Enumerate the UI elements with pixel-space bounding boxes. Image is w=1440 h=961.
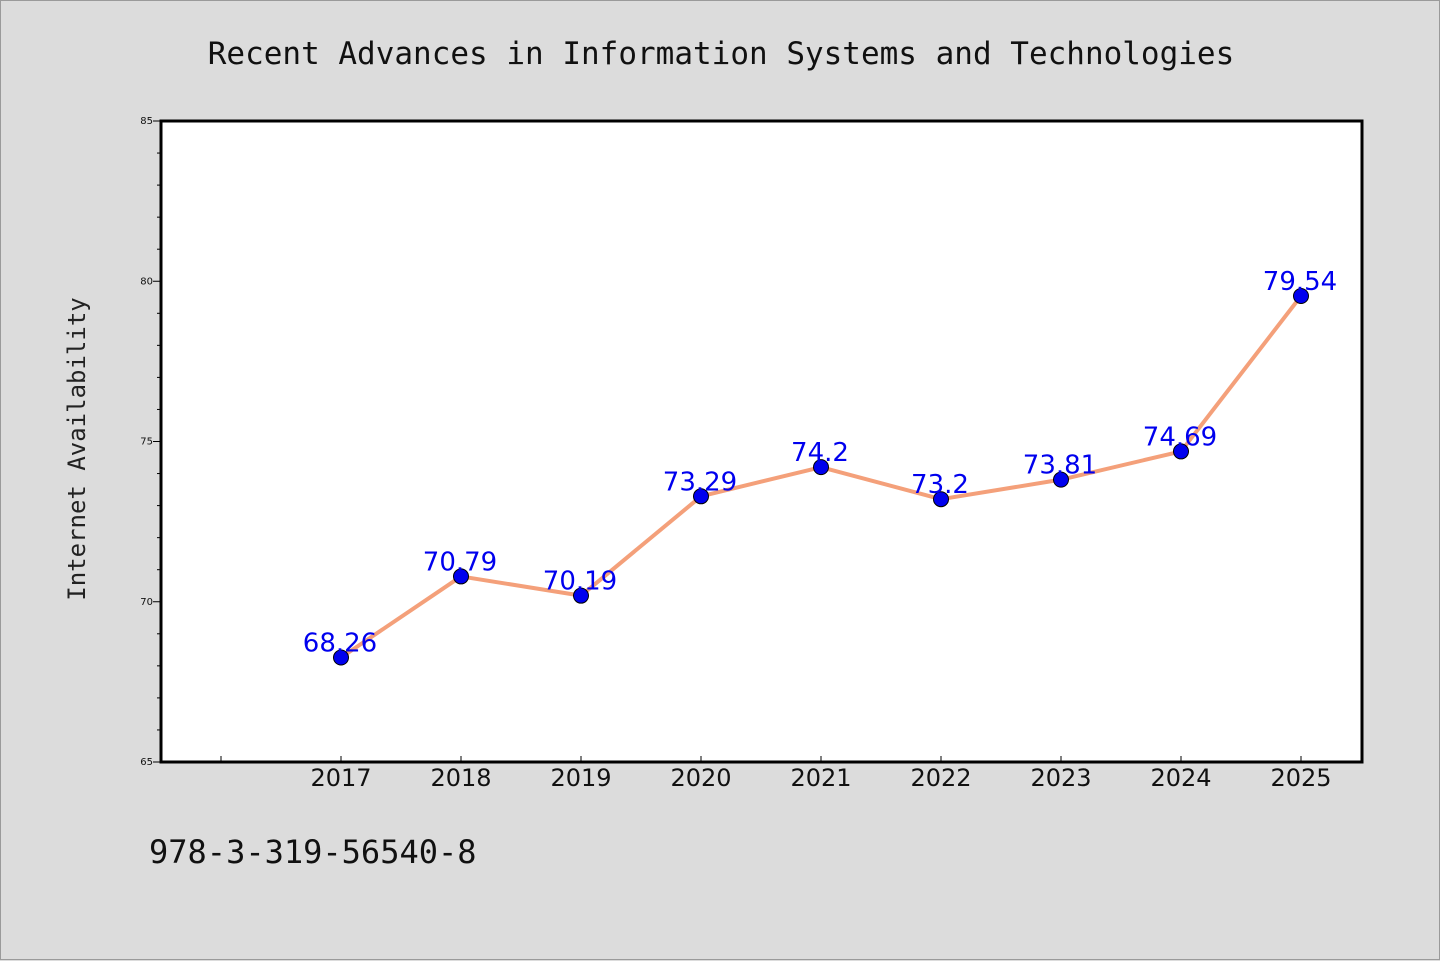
plot-area (159, 119, 1364, 764)
y-axis-label: Internet Availability (63, 297, 91, 600)
x-tick-label: 2018 (430, 764, 491, 792)
data-point (333, 649, 349, 666)
data-label: 68.26 (303, 629, 377, 659)
data-label: 79.54 (1263, 267, 1337, 297)
data-point (813, 459, 829, 476)
x-tick-label: 2022 (910, 764, 971, 792)
data-point (573, 587, 589, 604)
x-tick-label: 2024 (1150, 764, 1211, 792)
data-point (1173, 443, 1189, 460)
data-point (1293, 287, 1309, 304)
x-tick-label: 2020 (670, 764, 731, 792)
data-point (1053, 471, 1069, 488)
data-label: 73.2 (911, 470, 969, 500)
data-point (693, 488, 709, 505)
y-axis: 65 70 75 80 85 (140, 116, 161, 768)
data-label: 74.2 (791, 438, 849, 468)
y-tick-label: 65 (140, 757, 153, 768)
data-label: 73.29 (663, 467, 737, 497)
y-tick-label: 85 (140, 116, 153, 127)
x-tick-label: 2017 (310, 764, 371, 792)
data-label: 70.19 (543, 567, 617, 597)
chart-title: Recent Advances in Information Systems a… (208, 36, 1235, 72)
y-tick-label: 70 (140, 597, 153, 608)
x-tick-label: 2019 (550, 764, 611, 792)
isbn-text: 978-3-319-56540-8 (149, 833, 477, 871)
x-tick-label: 2025 (1270, 764, 1331, 792)
series-group (333, 287, 1309, 666)
data-label: 70.79 (423, 547, 497, 577)
y-tick-label: 80 (140, 276, 153, 287)
x-tick-label: 2023 (1030, 764, 1091, 792)
data-labels-group: 68.26 70.79 70.19 73.29 74.2 73.2 73.81 74.69 79… (303, 267, 1337, 659)
data-label: 73.81 (1023, 451, 1097, 481)
data-point (453, 568, 469, 585)
x-tick-label: 2021 (790, 764, 851, 792)
data-point (933, 491, 949, 508)
data-label: 74.69 (1143, 422, 1217, 452)
x-axis: 2017 2018 2019 2020 2021 2022 2023 2024 2025 (220, 756, 1332, 792)
y-tick-label: 75 (140, 437, 153, 448)
